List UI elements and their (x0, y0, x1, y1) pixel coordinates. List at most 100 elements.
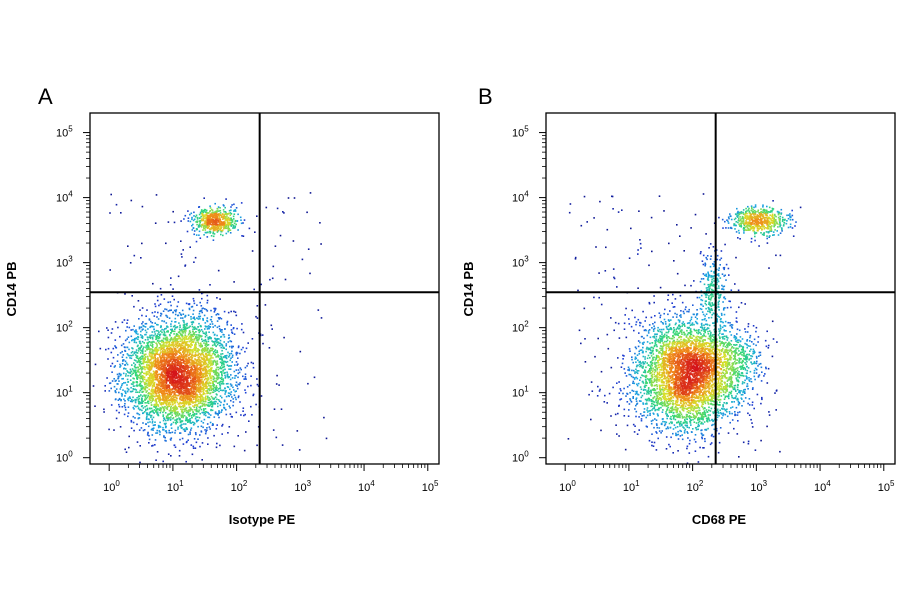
event-point (124, 381, 127, 384)
event-point (205, 211, 207, 214)
event-point (187, 439, 189, 441)
event-point (154, 356, 156, 359)
event-point (216, 231, 219, 233)
event-point (186, 440, 188, 443)
event-point (229, 407, 231, 409)
event-point (216, 229, 219, 232)
event-point (222, 209, 225, 211)
event-point (143, 411, 146, 413)
event-point (242, 331, 245, 334)
event-point (191, 365, 193, 368)
event-point (202, 409, 205, 412)
event-point (143, 361, 146, 363)
event-point (186, 230, 189, 233)
event-point (125, 375, 127, 377)
event-point (193, 385, 196, 388)
event-point (219, 298, 221, 300)
event-point (189, 400, 191, 402)
event-point (184, 332, 187, 334)
event-point (201, 368, 203, 370)
event-point (191, 218, 193, 221)
event-point (215, 226, 217, 229)
event-point (222, 234, 224, 237)
event-point (138, 348, 140, 350)
event-point (151, 374, 153, 376)
event-point (181, 347, 183, 349)
event-point (144, 333, 146, 336)
event-point (164, 368, 166, 370)
event-point (134, 401, 137, 404)
event-point (188, 375, 191, 378)
event-point (154, 390, 156, 393)
event-point (235, 223, 237, 226)
event-point (169, 344, 172, 347)
event-point (165, 353, 167, 356)
event-point (162, 395, 165, 398)
event-point (119, 388, 122, 390)
event-point (208, 350, 210, 353)
event-point (147, 425, 150, 428)
event-point (136, 391, 139, 393)
event-point (146, 367, 149, 370)
event-point (177, 314, 180, 317)
event-point (209, 326, 212, 328)
event-point (234, 390, 236, 393)
event-point (141, 357, 143, 360)
event-point (162, 334, 165, 336)
event-point (157, 405, 160, 407)
event-point (220, 223, 222, 226)
event-point (136, 381, 139, 384)
event-point (203, 375, 206, 377)
event-point (146, 415, 148, 418)
event-point (198, 213, 201, 216)
event-point (222, 356, 225, 358)
event-point (176, 388, 178, 391)
event-point (248, 420, 250, 422)
event-point (188, 345, 191, 347)
event-point (218, 325, 221, 328)
event-point (140, 349, 142, 352)
event-point (194, 369, 196, 372)
event-point (151, 384, 154, 387)
event-point (195, 399, 197, 402)
event-point (121, 350, 123, 353)
event-point (198, 336, 200, 339)
event-point (211, 401, 214, 404)
event-point (190, 399, 192, 402)
event-point (139, 382, 142, 385)
event-point (217, 341, 220, 344)
event-point (190, 306, 193, 308)
event-point (174, 419, 176, 421)
event-point (228, 354, 231, 357)
event-point (185, 411, 188, 414)
event-point (194, 256, 197, 259)
event-point (212, 221, 215, 223)
event-point (234, 396, 237, 399)
event-point (190, 414, 193, 417)
event-point (229, 378, 232, 381)
event-point (194, 393, 197, 395)
event-point (165, 422, 167, 425)
event-point (190, 429, 192, 431)
event-point (177, 403, 180, 405)
event-point (272, 429, 275, 431)
event-point (210, 309, 212, 312)
event-point (176, 384, 178, 387)
event-point (185, 375, 188, 378)
event-point (226, 373, 229, 375)
event-point (134, 337, 136, 340)
event-point (229, 365, 231, 367)
event-point (190, 398, 193, 401)
event-point (155, 367, 158, 369)
event-point (207, 212, 209, 214)
event-point (180, 405, 182, 408)
event-point (204, 400, 207, 403)
event-point (168, 429, 170, 432)
event-point (160, 365, 163, 368)
event-point (188, 370, 190, 372)
event-point (173, 396, 175, 399)
event-point (137, 360, 139, 363)
event-point (255, 403, 257, 406)
event-point (187, 333, 190, 336)
event-point (196, 372, 199, 375)
